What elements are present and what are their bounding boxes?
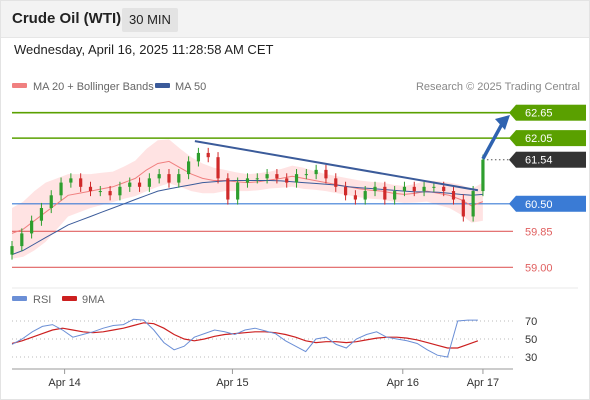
candle-body [187, 161, 191, 175]
ma50-legend-label: MA 50 [175, 81, 206, 93]
level-badge-pointer [509, 195, 516, 212]
candle-body [69, 178, 73, 183]
candle-body [157, 174, 161, 179]
rsi-panel: 70 50 30 [11, 316, 537, 364]
x-tick-label-Apr-17: Apr 17 [467, 377, 499, 389]
projection-arrow-shaft [481, 123, 504, 160]
candle-body [128, 182, 132, 187]
candle-body [304, 174, 308, 176]
rsi-tick-70: 70 [525, 316, 537, 328]
ma20-legend-label: MA 20 + Bollinger Bands [33, 81, 154, 93]
rsi-legend-label: RSI [33, 294, 51, 306]
candle-body [314, 169, 318, 175]
rsi-line [11, 318, 478, 358]
level-badge-label-61.54: 61.54 [525, 155, 553, 167]
candle-body [422, 186, 426, 192]
rsi-ma-line [11, 322, 479, 349]
candle-body [471, 191, 475, 217]
rsi-ma-legend-label: 9MA [82, 294, 105, 306]
candle-body [442, 186, 446, 192]
rsi-tick-30: 30 [525, 352, 537, 364]
level-badge-label-62.65: 62.65 [525, 108, 553, 120]
candle-body [59, 182, 63, 196]
chart-header: Crude Oil (WTI) 30 MIN [1, 1, 589, 38]
candle-body [206, 152, 210, 158]
candle-body [216, 157, 220, 179]
timeframe-button[interactable]: 30 MIN [122, 8, 178, 32]
candle-body [245, 178, 250, 183]
candle-body [481, 159, 485, 192]
candle-body [49, 195, 53, 208]
level-badge-60.50 [516, 195, 586, 212]
candle-body [373, 186, 377, 192]
candle-body [98, 191, 102, 193]
rsi-legend-swatch [12, 296, 27, 301]
candle-body [236, 182, 240, 200]
research-credit: Research © 2025 Trading Central [416, 81, 580, 93]
bollinger-bands [12, 139, 483, 259]
candle-body [30, 220, 34, 234]
level-label-59.85: 59.85 [525, 226, 553, 238]
bollinger-band-fill [12, 139, 483, 259]
level-badge-label-60.50: 60.50 [525, 199, 553, 211]
candlesticks [10, 147, 485, 260]
candle-body [137, 182, 142, 187]
projection-arrow-head [494, 114, 510, 130]
candle-body [353, 195, 357, 200]
candle-body [461, 199, 465, 217]
level-badge-pointer [509, 104, 516, 121]
candle-body [167, 174, 171, 183]
level-badge-label-62.05: 62.05 [525, 133, 553, 145]
candle-body [255, 178, 259, 180]
candle-body [451, 191, 456, 200]
candle-body [196, 152, 201, 162]
candle-body [79, 178, 83, 187]
rsi-ma-legend-swatch [62, 296, 77, 301]
candle-body [393, 191, 397, 200]
level-badge-62.05 [516, 130, 586, 147]
candle-body [108, 191, 112, 196]
candle-body [334, 178, 338, 187]
x-axis-ticks: Apr 14 Apr 15 Apr 16 Apr 17 [48, 369, 499, 389]
level-badge-61.54 [516, 151, 586, 168]
timestamp: Wednesday, April 16, 2025 11:28:58 AM CE… [14, 42, 274, 57]
level-badges: 62.65 62.05 61.54 60.50 59.85 59.00 [509, 104, 586, 274]
candle-body [383, 186, 387, 200]
candle-body [432, 186, 436, 188]
ma20-legend-swatch [12, 83, 27, 88]
level-badge-pointer [509, 130, 516, 147]
rsi-tick-50: 50 [525, 334, 537, 346]
candle-body [39, 208, 44, 221]
x-tick-label-Apr-16: Apr 16 [387, 377, 419, 389]
trendline [194, 114, 510, 192]
candle-body [324, 169, 328, 179]
candle-body [275, 174, 279, 179]
instrument-title: Crude Oil (WTI) [12, 10, 122, 27]
candle-body [265, 174, 269, 179]
level-badge-pointer [509, 151, 516, 168]
candle-body [412, 186, 416, 192]
level-label-59.00: 59.00 [525, 262, 553, 274]
x-tick-label-Apr-15: Apr 15 [216, 377, 248, 389]
downtrend-line [194, 140, 479, 192]
candle-body [402, 186, 407, 192]
candle-body [10, 246, 14, 255]
candle-body [343, 186, 348, 196]
candle-body [177, 174, 181, 183]
candle-body [88, 186, 93, 192]
candle-body [226, 178, 230, 200]
price-levels [12, 111, 513, 268]
candle-body [20, 233, 24, 247]
candle-body [147, 178, 151, 187]
ma50-legend-swatch [155, 83, 170, 88]
candle-body [363, 191, 367, 200]
candle-body [285, 178, 289, 183]
x-tick-label-Apr-14: Apr 14 [48, 377, 80, 389]
candle-body [118, 186, 122, 196]
level-badge-62.65 [516, 104, 586, 121]
candle-body [294, 174, 299, 183]
